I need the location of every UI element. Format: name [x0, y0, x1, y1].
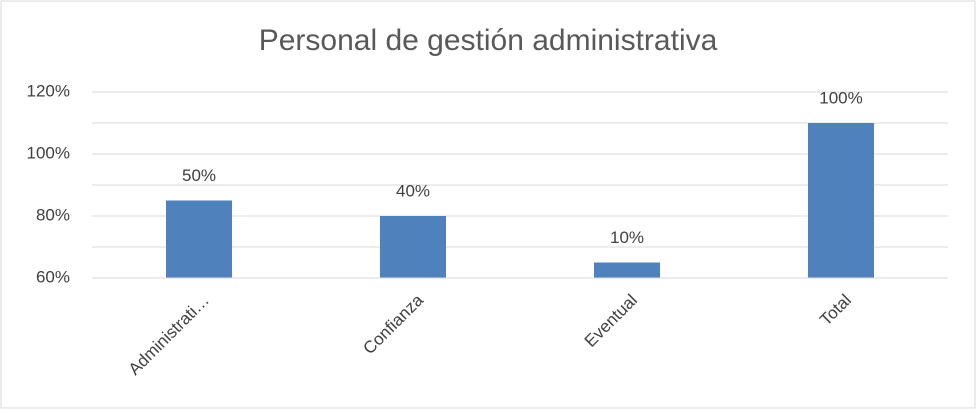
data-label: 10% [610, 228, 644, 247]
y-tick-label: 80% [36, 205, 70, 224]
y-tick-label: 60% [36, 267, 70, 286]
y-tick-label: 100% [27, 143, 70, 162]
bar [808, 123, 874, 278]
data-label: 100% [819, 88, 862, 107]
chart-title: Personal de gestión administrativa [259, 24, 718, 57]
bar [380, 216, 446, 278]
y-tick-label: 120% [27, 81, 70, 100]
data-label: 40% [396, 181, 430, 200]
data-label: 50% [182, 166, 216, 185]
bar [594, 262, 660, 278]
bar [166, 200, 232, 278]
